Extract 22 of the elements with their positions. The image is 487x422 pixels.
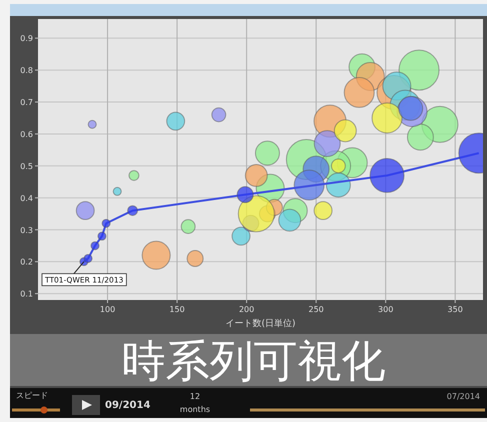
text: 09/2014 [105, 400, 150, 411]
text: スピード [16, 391, 48, 400]
y-tick-label: 0.4 [20, 194, 33, 203]
x-tick-label: 350 [448, 305, 463, 314]
x-tick-label: 300 [378, 305, 394, 314]
y-tick-label: 0.1 [20, 290, 33, 299]
text: 時系列可視化 [122, 336, 386, 387]
x-tick-label: 100 [100, 305, 116, 314]
y-tick-label: 0.6 [20, 130, 33, 139]
text: months [180, 405, 210, 414]
x-tick-label: 150 [169, 305, 185, 314]
x-axis-title: イート数(日単位) [225, 318, 296, 329]
y-tick-label: 0.3 [20, 226, 33, 235]
y-tick-label: 0.5 [20, 162, 33, 171]
text: 12 [190, 392, 200, 401]
y-tick-label: 0.9 [20, 34, 33, 44]
y-tick-label: 0.7 [20, 98, 33, 108]
x-tick-label: 200 [238, 305, 254, 314]
y-tick-label: 0.2 [20, 258, 33, 267]
x-tick-label: 250 [308, 305, 324, 314]
text: 07/2014 [446, 392, 480, 401]
y-tick-label: 0.8 [20, 66, 33, 76]
